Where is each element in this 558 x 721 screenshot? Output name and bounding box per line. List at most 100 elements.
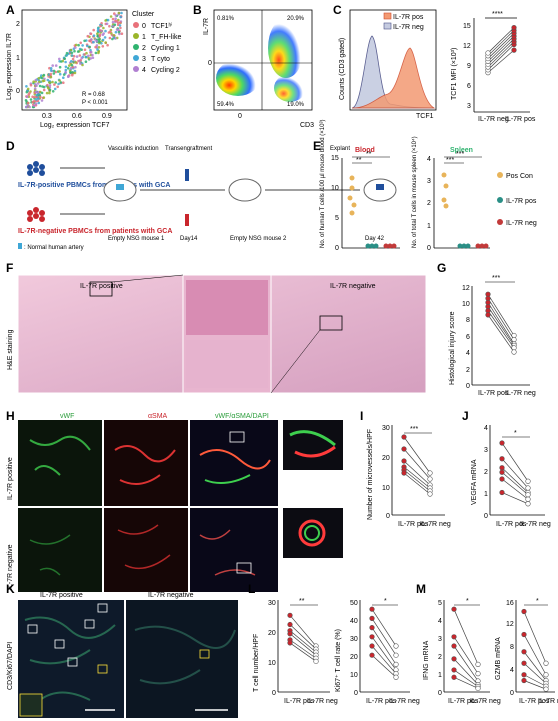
- L1-cat-neg: IL-7R neg: [307, 698, 338, 705]
- E-blood-ylabel: No. of human T cells /100 µl mouse blood…: [320, 120, 326, 248]
- G-y2: 4: [466, 350, 470, 357]
- pair-line: [371, 618, 397, 656]
- scatter-point: [53, 83, 56, 86]
- pair-line: [289, 639, 317, 659]
- E-spleen-ylabel: No. of total T cells in mouse spleen (×1…: [411, 136, 418, 248]
- M2-y1: 4: [510, 667, 514, 674]
- scatter-point: [103, 36, 107, 39]
- scatter-point: [49, 75, 53, 79]
- scatter-point: [31, 95, 34, 99]
- scatter-point: [71, 73, 74, 77]
- pair-line: [403, 460, 431, 486]
- scatter-point: [25, 95, 29, 99]
- scatter-point: [72, 54, 76, 58]
- panel-A-letter: A: [6, 3, 15, 17]
- pair-line: [501, 471, 529, 496]
- pair-point: [485, 50, 491, 56]
- pair-point: [521, 660, 527, 666]
- D-mouse-icon-1: [103, 178, 137, 202]
- pair-line: [371, 645, 397, 674]
- E-sig-b2: **: [366, 151, 372, 158]
- M1-paired-points: [451, 606, 481, 691]
- pair-point: [401, 446, 407, 452]
- pair-line: [289, 615, 317, 647]
- panel-A: R = 0.68 P < 0.001 0.3 0.6 0.9 0 1 2 Log…: [6, 9, 181, 129]
- E-sig-s1: ***: [446, 157, 454, 164]
- G-y0: 0: [466, 383, 470, 390]
- scatter-point: [54, 81, 57, 84]
- A-legend-0: TCF1ʰⁱ: [151, 22, 172, 30]
- scatter-point: [33, 87, 37, 90]
- panel-C-letter: C: [333, 3, 342, 17]
- scatter-point: [32, 80, 35, 83]
- scatter-point: [86, 34, 90, 38]
- scatter-point: [98, 34, 101, 38]
- scatter-point: [108, 24, 111, 28]
- scatter-point: [52, 72, 56, 75]
- scatter-point: [58, 57, 61, 61]
- pair-point: [499, 440, 505, 446]
- scatter-point: [80, 56, 83, 60]
- L2-y2: 20: [350, 654, 358, 661]
- scatter-point: [118, 21, 122, 24]
- A-legend-0-id: 0: [142, 23, 146, 30]
- J-paired-points: [499, 440, 531, 507]
- panel-E-letter: E: [313, 139, 321, 153]
- G-y3: 6: [466, 334, 470, 341]
- pair-line: [487, 44, 515, 71]
- I-y3: 30: [382, 425, 390, 432]
- pair-point: [475, 670, 481, 677]
- D-mouse-icon-3: [363, 178, 397, 202]
- scatter-point: [111, 25, 115, 28]
- scatter-point: [65, 51, 69, 55]
- H-col-vwf: vWF: [60, 413, 74, 420]
- K-neg-title: IL-7R negative: [148, 592, 194, 599]
- D-mouse-2: Empty NSG mouse 2: [230, 236, 287, 242]
- scatter-point: [81, 44, 84, 47]
- L2-y0: 0: [354, 690, 358, 697]
- A-legend-1: T_FH-like: [151, 34, 181, 41]
- scatter-point: [114, 14, 118, 17]
- M-ylabel1: IFNG mRNA: [423, 640, 430, 680]
- pair-point: [499, 465, 505, 471]
- G-paired-points: [485, 291, 517, 355]
- pair-line: [453, 636, 479, 674]
- pair-line: [523, 611, 547, 664]
- scatter-point: [51, 80, 54, 84]
- F-pos-title: IL-7R positive: [80, 283, 123, 290]
- scatter-point: [96, 34, 100, 38]
- scatter-point: [119, 15, 122, 19]
- scatter-point: [43, 77, 46, 81]
- scatter-point: [104, 19, 107, 22]
- C-ylabel: Counts (CD3 gated): [339, 38, 346, 100]
- pair-point: [427, 476, 433, 482]
- J-y1: 1: [484, 491, 488, 498]
- A-stat-r: R = 0.68: [82, 92, 106, 98]
- scatter-point: [49, 69, 53, 72]
- scatter-point: [89, 57, 92, 60]
- panel-L-letter: L: [248, 582, 255, 596]
- L2-y1: 10: [350, 672, 358, 679]
- panel-D-letter: D: [6, 139, 15, 153]
- scatter-point: [87, 56, 90, 60]
- pair-point: [511, 349, 517, 355]
- pair-point: [369, 652, 375, 658]
- scatter-point: [40, 74, 43, 77]
- D-step-3: Explant: [330, 146, 350, 152]
- L1-y2: 20: [268, 630, 276, 637]
- M1-y4: 4: [438, 618, 442, 625]
- scatter-point: [105, 22, 109, 26]
- pair-line: [487, 302, 515, 344]
- pair-point: [525, 485, 531, 491]
- scatter-point: [86, 44, 89, 48]
- scatter-point: [92, 40, 95, 44]
- C-legend-neg: IL-7R neg: [393, 24, 424, 31]
- C-cat-neg: IL-7R neg: [478, 116, 509, 123]
- G-y1: 2: [466, 367, 470, 374]
- scatter-point: [58, 70, 61, 73]
- panel-H: vWF αSMA vWF/αSMA/DAPI IL-7R positive IL…: [7, 413, 343, 592]
- A-legend-1-id: 1: [142, 34, 146, 41]
- I-y0: 0: [386, 513, 390, 520]
- G-cat-pos: IL-7R pos: [478, 390, 509, 397]
